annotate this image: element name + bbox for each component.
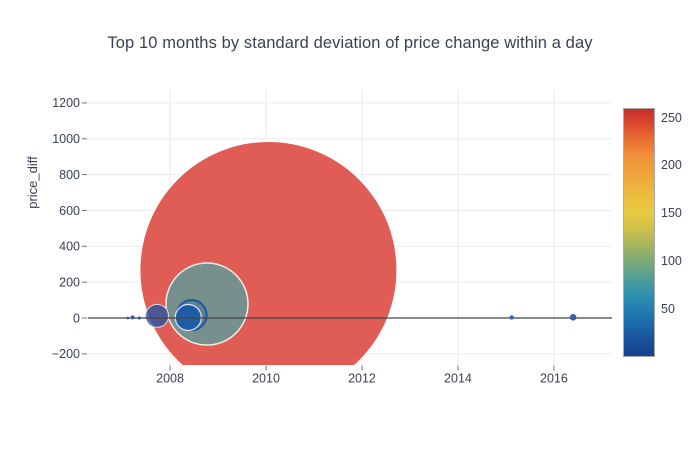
- bubble-2007-dot-3[interactable]: [137, 316, 141, 320]
- x-tick-label-2008: 2008: [156, 372, 184, 386]
- x-tick-label-2016: 2016: [540, 372, 568, 386]
- colorbar-tick-50: 50: [661, 302, 675, 317]
- bubble-2007-dot-2[interactable]: [130, 315, 135, 320]
- bubble-2008-large-teal[interactable]: [165, 262, 249, 346]
- x-tick-label-2010: 2010: [252, 372, 280, 386]
- x-tick-label-2014: 2014: [444, 372, 472, 386]
- y-tick-label-0: 0: [73, 311, 80, 325]
- colorbar-tick-100: 100: [661, 254, 682, 269]
- y-tick-label--200: −200: [52, 347, 80, 361]
- y-tick-label-800: 800: [59, 168, 80, 182]
- bubble-2016-dot[interactable]: [569, 314, 577, 321]
- y-tick-label-400: 400: [59, 240, 80, 254]
- colorbar-tick-200: 200: [661, 158, 682, 173]
- x-tick-label-2012: 2012: [348, 372, 376, 386]
- bubble-2007-purple[interactable]: [145, 303, 170, 328]
- bubble-2015-dot[interactable]: [509, 315, 514, 320]
- colorbar-gradient: [623, 108, 655, 357]
- y-tick-label-200: 200: [59, 275, 80, 289]
- bubble-2010-big-red[interactable]: [139, 141, 398, 398]
- y-tick-label-1000: 1000: [52, 132, 80, 146]
- y-tick-label-600: 600: [59, 204, 80, 218]
- chart-title: Top 10 months by standard deviation of p…: [107, 34, 593, 52]
- y-tick-label-1200: 1200: [52, 96, 80, 110]
- bubble-2007-dot-1[interactable]: [126, 316, 130, 320]
- colorbar-tick-250: 250: [661, 110, 682, 125]
- y-axis-title: price_diff: [25, 156, 40, 209]
- colorbar-tick-150: 150: [661, 206, 682, 221]
